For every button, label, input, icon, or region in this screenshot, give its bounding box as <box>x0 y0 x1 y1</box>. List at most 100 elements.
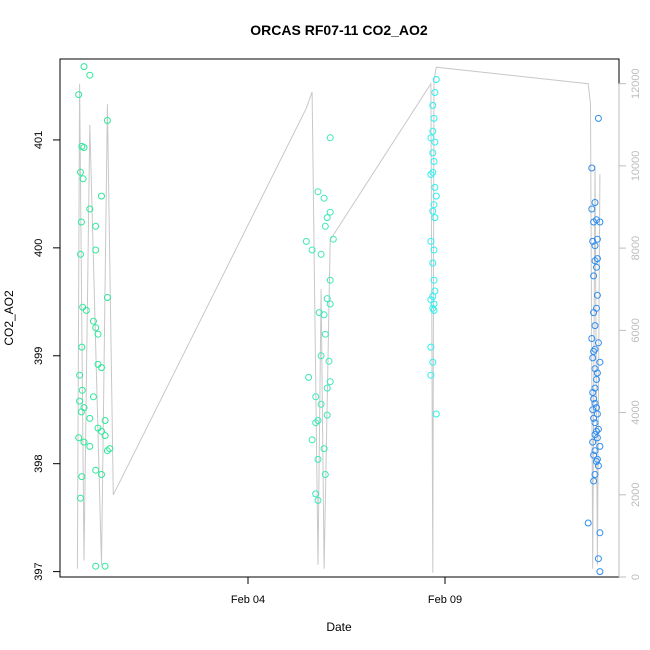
data-point <box>75 434 83 442</box>
data-point <box>86 442 94 450</box>
left-axis: 397 398 399 400 401 <box>33 131 61 581</box>
right-tick-label: 8000 <box>630 236 642 260</box>
data-point <box>431 183 439 191</box>
data-point <box>308 436 316 444</box>
y-tick-label: 399 <box>33 347 45 365</box>
data-point <box>326 300 334 308</box>
data-point <box>101 432 109 440</box>
data-point <box>589 406 597 414</box>
data-point <box>588 205 596 213</box>
data-point <box>77 250 84 258</box>
data-point <box>320 445 328 453</box>
data-point <box>101 417 109 424</box>
plot-frame <box>59 58 620 578</box>
data-point <box>429 358 437 366</box>
data-point <box>596 442 604 450</box>
data-point <box>314 188 322 196</box>
data-point <box>326 208 334 216</box>
data-point <box>591 399 599 407</box>
data-point <box>92 222 100 230</box>
data-point <box>590 414 598 422</box>
data-point <box>76 371 84 379</box>
data-point <box>429 207 437 215</box>
data-point <box>89 317 97 325</box>
data-point <box>326 378 334 386</box>
data-point <box>427 371 435 379</box>
data-point <box>588 164 596 172</box>
data-point <box>317 250 325 258</box>
right-axis: 0 2000 4000 6000 8000 10000 12000 <box>618 68 642 580</box>
data-point <box>429 259 437 267</box>
data-point <box>427 134 435 142</box>
data-point <box>432 192 440 200</box>
data-point <box>594 555 602 563</box>
data-point <box>591 199 599 206</box>
data-point <box>98 364 105 372</box>
data-point <box>323 214 331 222</box>
data-point <box>596 529 604 537</box>
data-point <box>86 71 94 79</box>
data-point <box>321 222 329 230</box>
data-point <box>590 309 598 317</box>
data-point <box>77 408 85 416</box>
data-point <box>86 414 94 422</box>
data-point <box>75 91 83 99</box>
data-point <box>314 496 322 504</box>
data-point <box>317 352 325 360</box>
data-point <box>92 466 100 474</box>
data-point <box>86 205 94 213</box>
data-point <box>76 397 84 405</box>
data-point <box>302 237 310 245</box>
data-point <box>590 451 598 459</box>
data-point <box>77 168 84 176</box>
data-point <box>593 410 601 418</box>
data-point <box>80 63 88 71</box>
data-point <box>588 335 596 342</box>
y-tick-label: 401 <box>33 131 45 149</box>
chart-title: ORCAS RF07-11 CO2_AO2 <box>250 22 428 38</box>
data-point <box>325 357 333 365</box>
data-point <box>431 214 439 222</box>
data-point <box>101 562 109 570</box>
point-series <box>75 63 604 576</box>
data-point <box>79 175 87 183</box>
data-point <box>593 291 601 299</box>
data-point <box>98 471 105 478</box>
data-point <box>82 306 90 314</box>
data-point <box>429 127 437 135</box>
data-point <box>305 373 313 381</box>
x-axis-label: Date <box>326 620 352 634</box>
data-point <box>312 419 320 427</box>
line-series <box>76 66 601 573</box>
data-point <box>323 295 331 303</box>
data-point <box>429 149 437 157</box>
data-point <box>314 417 322 424</box>
data-point <box>329 235 337 243</box>
data-point <box>593 263 600 271</box>
data-point <box>79 303 87 311</box>
data-point <box>427 171 435 178</box>
data-point <box>589 354 597 362</box>
data-point <box>92 562 100 570</box>
data-point <box>314 455 322 463</box>
data-point <box>431 89 439 96</box>
data-point <box>326 276 334 284</box>
data-point <box>320 194 328 202</box>
y-tick-label: 397 <box>33 562 45 580</box>
data-point <box>431 138 439 146</box>
data-point <box>430 276 438 284</box>
data-point <box>593 404 600 412</box>
data-point <box>432 410 440 418</box>
data-point <box>320 311 328 319</box>
y-tick-label: 400 <box>33 239 45 257</box>
data-point <box>106 445 114 453</box>
data-point <box>308 246 316 254</box>
data-point <box>430 201 438 209</box>
data-point <box>593 427 600 435</box>
data-point <box>103 294 111 301</box>
data-point <box>591 471 599 478</box>
data-point <box>593 255 601 263</box>
data-point <box>103 117 111 124</box>
data-point <box>594 425 602 433</box>
